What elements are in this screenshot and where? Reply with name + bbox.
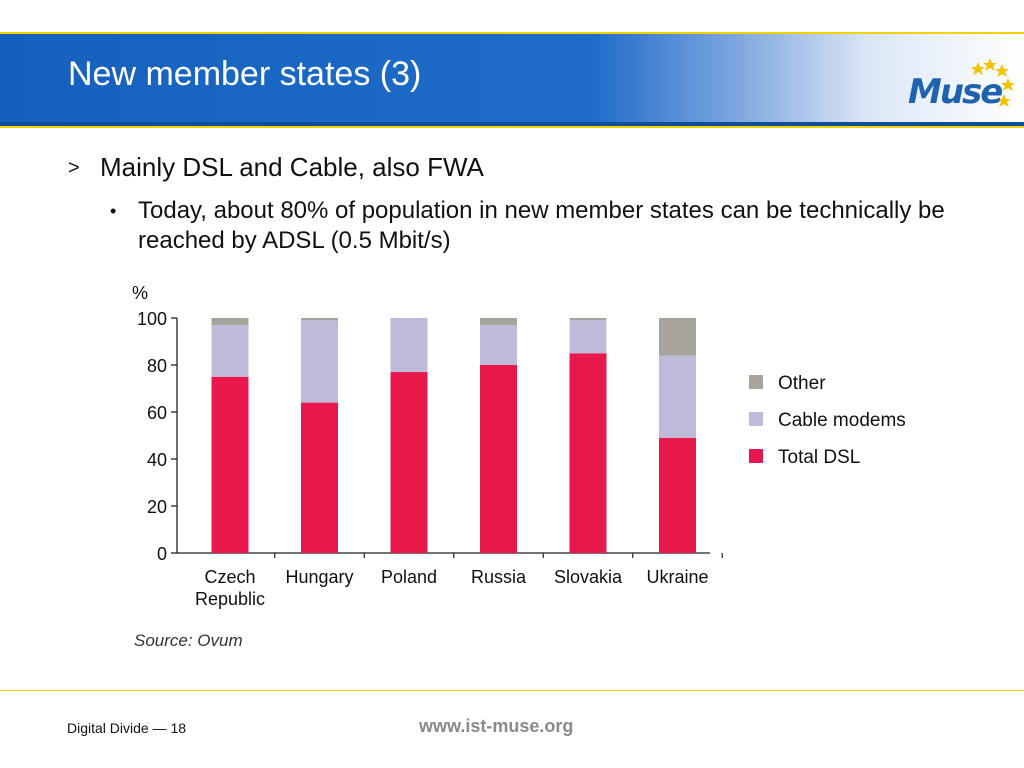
x-category-label: Ukraine [646,567,708,587]
bullet-marker: > [68,157,80,179]
bar-segment [211,376,249,553]
bar-segment [659,355,696,438]
bar-segment [480,325,517,365]
bar-segment [390,372,428,553]
y-tick-label: 20 [147,497,167,517]
stacked-bar-chart: % 0 20 40 60 80 100 Czech Republic Hungary Poland R… [112,275,962,665]
x-category-label: Slovakia [554,567,623,587]
y-tick-label: 100 [137,309,167,329]
bullet-level-2: • Today, about 80% of population in new … [110,196,960,256]
bar-segment [659,318,696,356]
bullet-level-1: > Mainly DSL and Cable, also FWA [68,152,484,183]
bar-segment [569,320,607,354]
top-rule [0,0,1024,34]
bullet-marker: • [110,201,117,221]
muse-logo: Muse [900,56,1016,120]
bar-segment [301,402,338,553]
bar-segment [659,437,696,553]
bar-segment [211,325,249,377]
bullet-text: Today, about 80% of population in new me… [138,197,945,254]
bar-segment [480,365,517,553]
legend-label: Other [778,373,826,394]
footer-rule [0,690,1024,691]
footer-url: www.ist-muse.org [419,716,574,736]
legend-label: Cable modems [778,410,906,431]
bar-segment [211,318,249,326]
x-category-label: Hungary [285,567,353,587]
slide-title: New member states (3) [68,55,422,93]
x-category-label: Republic [195,589,265,609]
y-tick-label: 80 [147,356,167,376]
bullet-text: Mainly DSL and Cable, also FWA [100,152,484,182]
legend-swatch [749,412,763,426]
footer-page-label: Digital Divide — 18 [67,720,187,736]
bar-segment [569,318,607,321]
header-rule [0,122,1024,128]
x-category-label: Poland [381,567,437,587]
y-tick-label: 0 [157,544,167,564]
legend-swatch [749,449,763,463]
bar-segment [301,320,338,403]
logo-wordmark: Muse [908,72,1003,112]
bar-segment [480,318,517,326]
y-tick-label: 60 [147,403,167,423]
x-category-label: Russia [471,567,527,587]
bar-segment [569,353,607,553]
y-axis-label: % [132,283,148,303]
header-banner [0,34,1024,122]
chart-source: Source: Ovum [134,631,243,650]
y-tick-label: 40 [147,450,167,470]
legend-swatch [749,375,763,389]
bar-segment [390,318,428,373]
x-category-label: Czech [204,567,255,587]
eu-stars-icon [971,58,1015,107]
bar-segment [301,318,338,321]
legend-label: Total DSL [778,447,860,468]
